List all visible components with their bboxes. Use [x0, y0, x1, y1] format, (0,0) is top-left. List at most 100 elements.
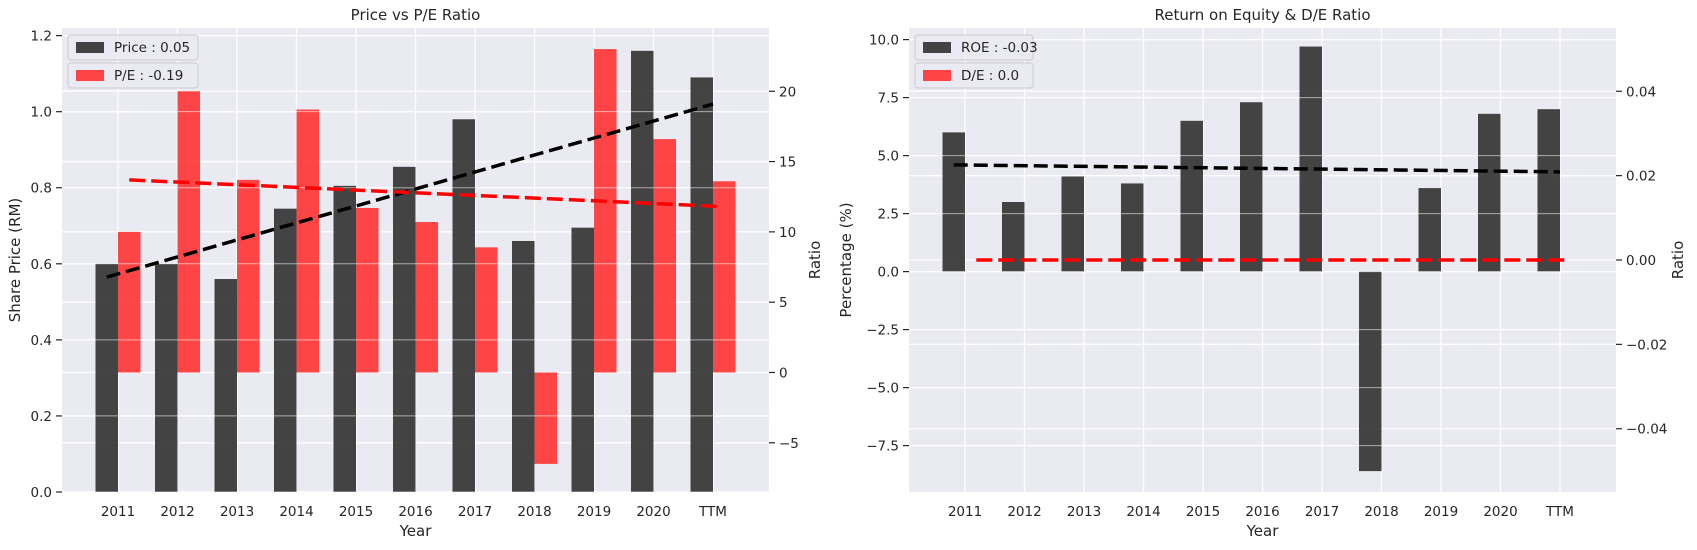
- legend-box: [914, 34, 1034, 61]
- bar-roe: [1180, 120, 1203, 272]
- chart-title: Price vs P/E Ratio: [351, 6, 481, 24]
- legend-label: D/E : 0.0: [961, 68, 1019, 84]
- bar-pe: [356, 207, 379, 373]
- bar-roe: [1537, 109, 1560, 272]
- y2-axis-label: Ratio: [806, 241, 824, 280]
- legend-swatch: [923, 70, 951, 81]
- x-tick-label: 2020: [1483, 504, 1517, 520]
- x-tick-label: 2015: [1186, 504, 1220, 520]
- x-tick-label: 2019: [1424, 504, 1458, 520]
- trendline-pe: [129, 178, 723, 209]
- y-tick-label: 5.0: [878, 149, 899, 165]
- bar-pe: [594, 49, 617, 373]
- bar-price: [274, 208, 297, 492]
- bar-price: [690, 77, 713, 492]
- x-tick-label: 2017: [458, 504, 492, 520]
- y2-tick-label: 0.02: [1626, 169, 1656, 185]
- y2-tick-label: −0.02: [1626, 337, 1667, 353]
- bar-price: [155, 263, 178, 492]
- y-axis-label: Share Price (RM): [6, 198, 24, 322]
- y-tick-label: −2.5: [866, 323, 899, 339]
- y2-tick-label: 5: [779, 295, 788, 311]
- y-tick-label: 10.0: [869, 33, 899, 49]
- y-tick-label: 0.8: [31, 181, 52, 197]
- bar-roe: [1061, 176, 1084, 272]
- x-tick-label: 2013: [220, 504, 254, 520]
- y-axis-label: Percentage (%): [837, 202, 855, 317]
- bar-price: [512, 240, 535, 492]
- y-tick-label: 0.0: [31, 485, 52, 501]
- x-tick-label: 2015: [339, 504, 373, 520]
- legend-swatch: [76, 70, 104, 81]
- x-tick-label: 2014: [279, 504, 313, 520]
- bar-roe: [1418, 188, 1441, 272]
- legend-swatch: [76, 42, 104, 53]
- legend-box: [67, 62, 199, 89]
- bar-price: [95, 263, 118, 492]
- y2-tick-label: 0: [779, 365, 788, 381]
- bar-pe: [177, 91, 200, 373]
- bar-roe: [1299, 46, 1322, 272]
- chart-panel-1: 0.0 0.2 0.4 0.6 0.8 1.0 1.2 −5 0 5 10 15 20 2011 2012 2…: [6, 6, 824, 540]
- legend-label: ROE : -0.03: [961, 40, 1038, 56]
- y-tick-label: 2.5: [878, 207, 899, 223]
- trendline-roe: [953, 163, 1561, 174]
- y2-tick-label: 20: [779, 84, 796, 100]
- y-tick-label: 0.0: [878, 265, 899, 281]
- bar-pe: [475, 247, 498, 373]
- y-tick-label: −5.0: [866, 381, 899, 397]
- chart-panel-2: −7.5 −5.0 −2.5 0.0 2.5 5.0 7.5 10.0 −0.04 −0.02 0.…: [837, 6, 1687, 540]
- bar-roe: [1240, 102, 1263, 272]
- x-tick-label: 2020: [636, 504, 670, 520]
- y-tick-label: 7.5: [878, 91, 899, 107]
- y2-tick-label: −5: [779, 436, 799, 452]
- bar-roe: [1121, 183, 1144, 272]
- bar-price: [393, 166, 416, 492]
- x-tick-label: 2019: [577, 504, 611, 520]
- bar-pe: [713, 181, 736, 373]
- bar-price: [452, 119, 475, 492]
- x-tick-label: 2018: [517, 504, 551, 520]
- legend-label: P/E : -0.19: [114, 68, 183, 84]
- bar-roe: [942, 132, 965, 272]
- x-tick-label: 2017: [1305, 504, 1339, 520]
- y-tick-label: −7.5: [866, 439, 899, 455]
- legend-box: [67, 34, 199, 61]
- bar-roe: [1002, 202, 1025, 272]
- legend-box: [914, 62, 1034, 89]
- x-tick-label: 2011: [101, 504, 135, 520]
- bar-roe: [1478, 113, 1501, 272]
- x-tick-label: TTM: [1545, 504, 1574, 520]
- bar-pe: [237, 179, 260, 373]
- bar-price: [333, 185, 356, 492]
- y2-tick-label: 15: [779, 155, 796, 171]
- trendline-price: [106, 102, 714, 279]
- bar-pe: [534, 372, 557, 464]
- x-tick-label: 2012: [1007, 504, 1041, 520]
- bar-pe: [415, 222, 438, 373]
- x-axis-label: Year: [1246, 522, 1280, 540]
- bar-roe: [1359, 271, 1382, 472]
- x-tick-label: 2014: [1126, 504, 1160, 520]
- y2-axis-label: Ratio: [1669, 241, 1687, 280]
- y-tick-label: 0.4: [31, 333, 52, 349]
- legend-swatch: [923, 42, 951, 53]
- bar-pe: [653, 139, 676, 373]
- x-tick-label: 2016: [398, 504, 432, 520]
- bar-price: [571, 227, 594, 493]
- bar-pe: [296, 109, 319, 373]
- bar-pe: [118, 231, 141, 373]
- x-tick-label: 2013: [1067, 504, 1101, 520]
- x-axis-label: Year: [399, 522, 433, 540]
- y-tick-label: 1.2: [31, 29, 52, 45]
- bar-price: [214, 279, 237, 492]
- y2-tick-label: −0.04: [1626, 422, 1667, 438]
- bar-price: [631, 50, 654, 492]
- legend-label: Price : 0.05: [114, 40, 190, 56]
- y-tick-label: 0.6: [31, 257, 52, 273]
- x-tick-label: 2011: [948, 504, 982, 520]
- y2-tick-label: 0.00: [1626, 253, 1656, 269]
- y2-tick-label: 0.04: [1626, 84, 1656, 100]
- y-tick-label: 0.2: [31, 409, 52, 425]
